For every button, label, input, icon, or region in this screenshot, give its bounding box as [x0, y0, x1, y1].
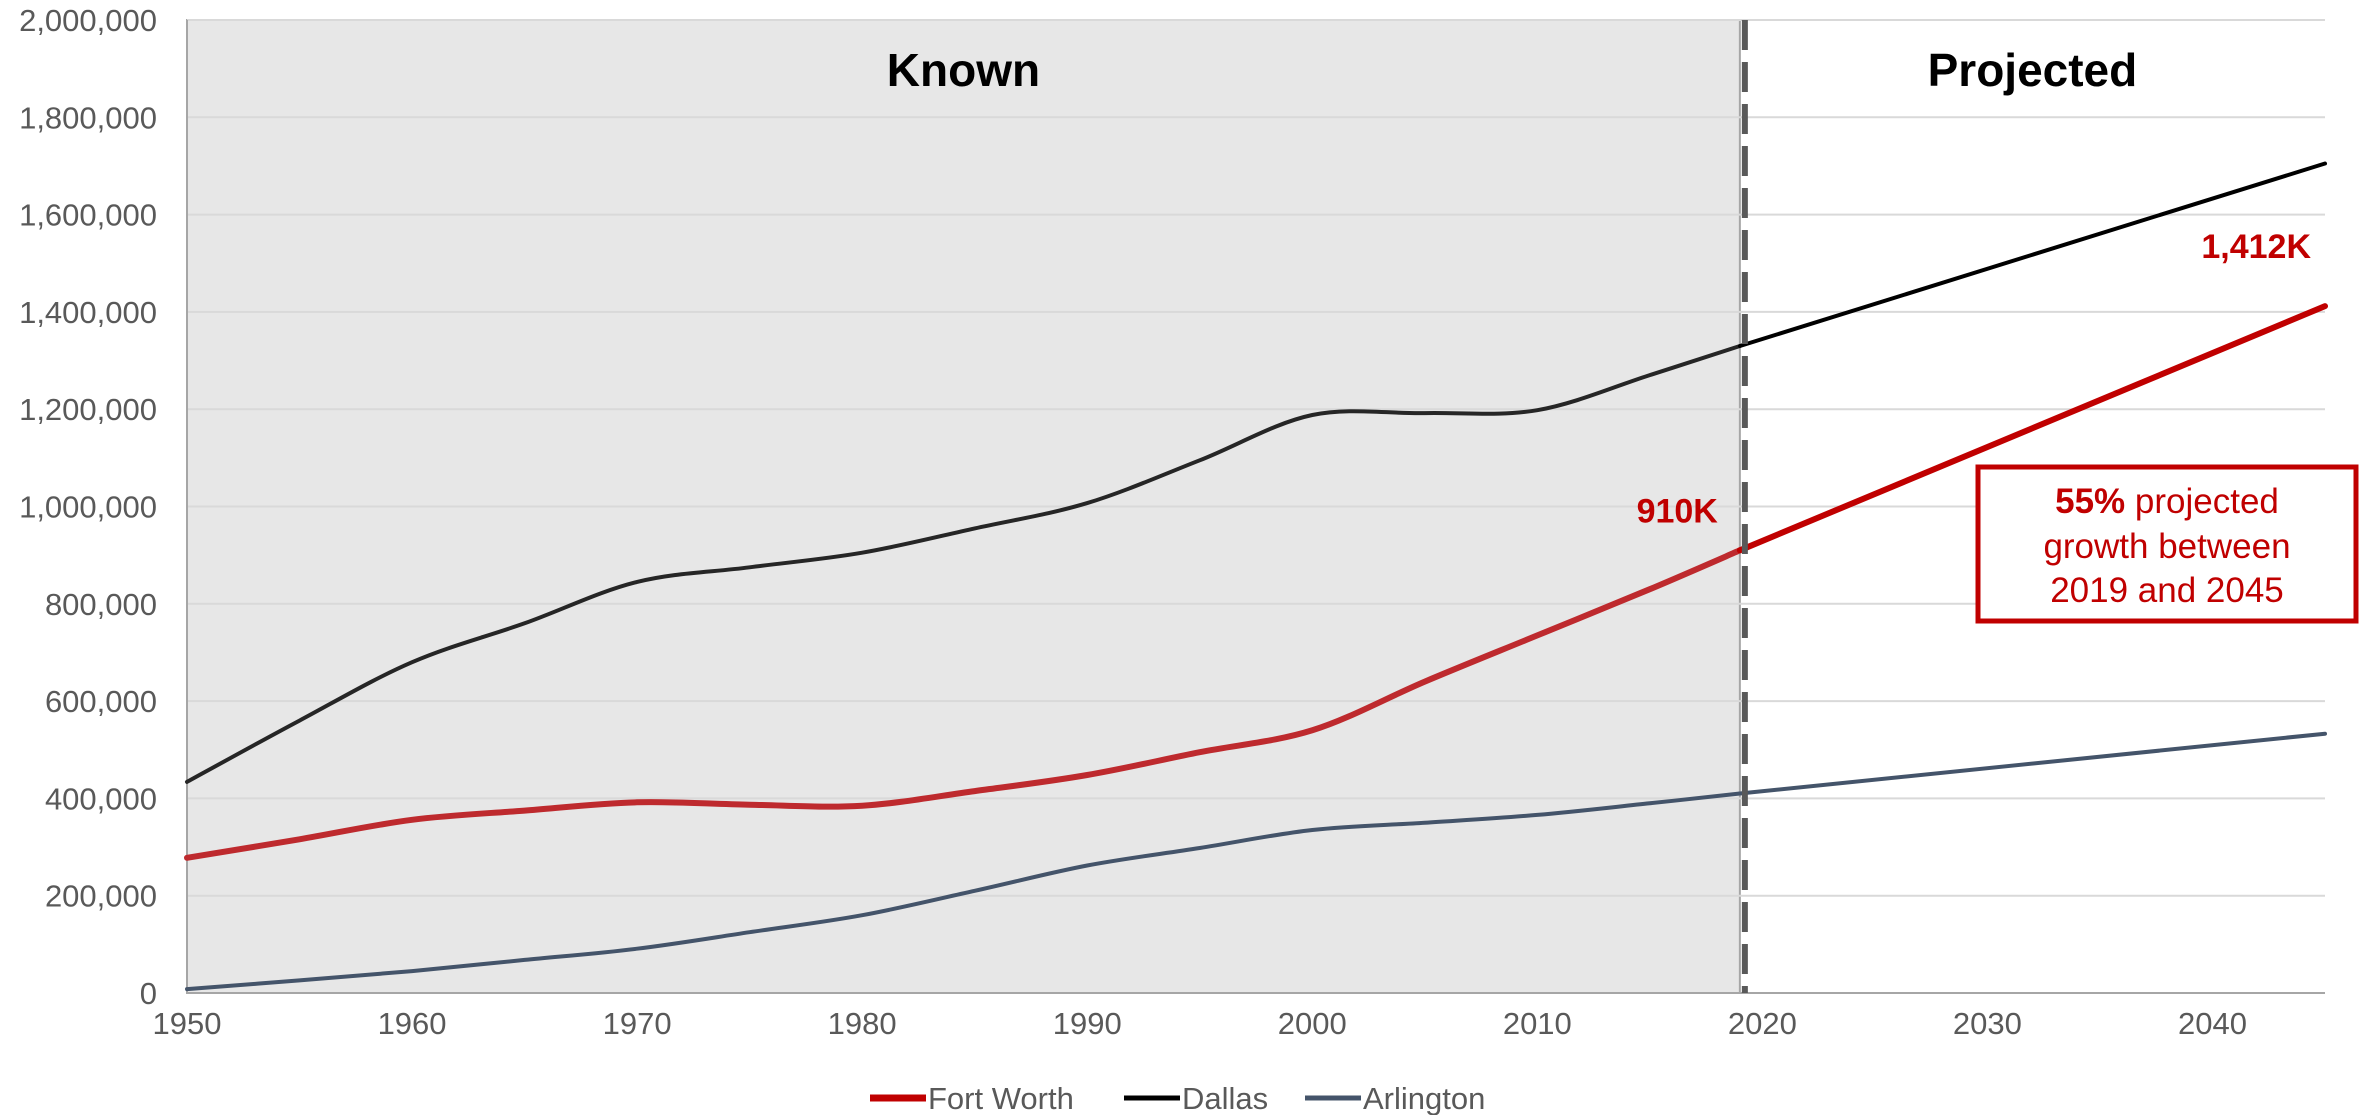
- x-tick-label: 2010: [1503, 1006, 1572, 1041]
- callout-line-3: 2019 and 2045: [2050, 571, 2284, 610]
- region-label-projected: Projected: [1928, 44, 2138, 96]
- y-tick-label: 1,400,000: [19, 295, 157, 330]
- y-tick-label: 600,000: [45, 684, 157, 719]
- series-line-fort-worth-known: [184, 547, 1743, 861]
- x-tick-label: 1950: [153, 1006, 222, 1041]
- x-tick-label: 1990: [1053, 1006, 1122, 1041]
- x-tick-label: 1960: [378, 1006, 447, 1041]
- legend-label-fort-worth: Fort Worth: [928, 1081, 1074, 1115]
- series-lines: [184, 161, 2328, 992]
- callout-line-1-rest: projected: [2125, 482, 2279, 521]
- legend-label-arlington: Arlington: [1363, 1081, 1485, 1115]
- callout-percent: 55%: [2055, 482, 2125, 521]
- legend: Fort Worth Dallas Arlington: [870, 1081, 1485, 1115]
- chart-labels: Known Projected 910K 1,412K 55% projected gro…: [887, 44, 2359, 624]
- x-tick-label: 2030: [1953, 1006, 2022, 1041]
- series-line-dallas-projected: [1737, 161, 2327, 348]
- series-line-arlington-known: [185, 791, 1742, 992]
- x-tick-label: 2020: [1728, 1006, 1797, 1041]
- y-tick-label: 1,600,000: [19, 198, 157, 233]
- y-tick-label: 1,800,000: [19, 100, 157, 135]
- series-line-fort-worth-projected: [1736, 303, 2328, 554]
- x-tick-label: 2000: [1278, 1006, 1347, 1041]
- callout-line-2: growth between: [2043, 527, 2290, 566]
- axes: 0 200,000 400,000 600,000 800,000 1,000,000 1,…: [19, 3, 2325, 1041]
- series-line-arlington-projected: [1737, 731, 2327, 796]
- y-tick-label: 1,200,000: [19, 392, 157, 427]
- x-tick-label: 1980: [828, 1006, 897, 1041]
- y-tick-label: 800,000: [45, 587, 157, 622]
- data-label: 1,412K: [2201, 228, 2311, 266]
- growth-callout-box: [1975, 464, 2359, 624]
- legend-label-dallas: Dallas: [1182, 1081, 1268, 1115]
- y-tick-label: 200,000: [45, 879, 157, 914]
- y-tick-label: 1,000,000: [19, 490, 157, 525]
- region-label-known: Known: [887, 44, 1040, 96]
- x-tick-label: 1970: [603, 1006, 672, 1041]
- gridlines: [187, 19, 2325, 897]
- y-tick-label: 0: [140, 976, 157, 1011]
- series-line-dallas-known: [185, 344, 1742, 784]
- x-tick-label: 2040: [2178, 1006, 2247, 1041]
- y-tick-label: 400,000: [45, 781, 157, 816]
- y-tick-label: 2,000,000: [19, 3, 157, 38]
- callout-line-1: 55% projected: [2055, 482, 2279, 521]
- data-label: 910K: [1637, 492, 1719, 530]
